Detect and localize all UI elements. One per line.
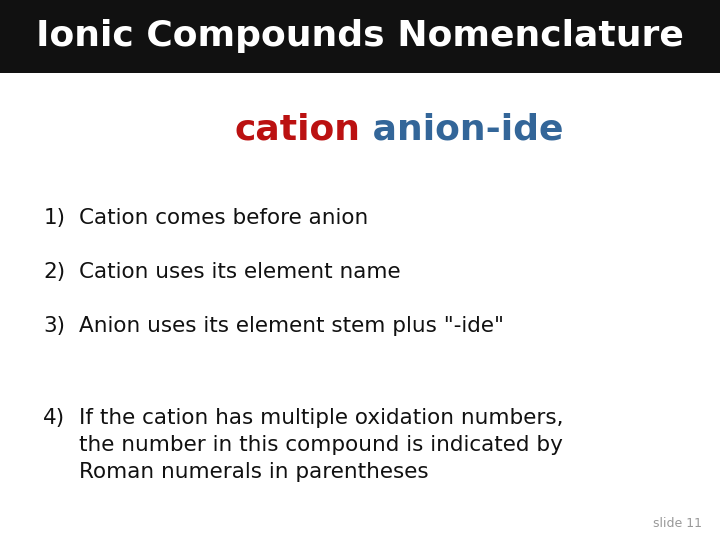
- Text: slide 11: slide 11: [653, 517, 702, 530]
- Text: 1): 1): [43, 208, 66, 228]
- Text: cation: cation: [234, 113, 360, 146]
- Text: Ionic Compounds Nomenclature: Ionic Compounds Nomenclature: [36, 19, 684, 53]
- Text: 3): 3): [43, 316, 66, 336]
- Text: If the cation has multiple oxidation numbers,
the number in this compound is ind: If the cation has multiple oxidation num…: [79, 408, 564, 482]
- Text: anion-ide: anion-ide: [360, 113, 564, 146]
- Text: 4): 4): [43, 408, 66, 428]
- Text: Anion uses its element stem plus "-ide": Anion uses its element stem plus "-ide": [79, 316, 504, 336]
- Text: Cation comes before anion: Cation comes before anion: [79, 208, 369, 228]
- FancyBboxPatch shape: [0, 0, 720, 73]
- Text: Cation uses its element name: Cation uses its element name: [79, 262, 401, 282]
- Text: 2): 2): [43, 262, 66, 282]
